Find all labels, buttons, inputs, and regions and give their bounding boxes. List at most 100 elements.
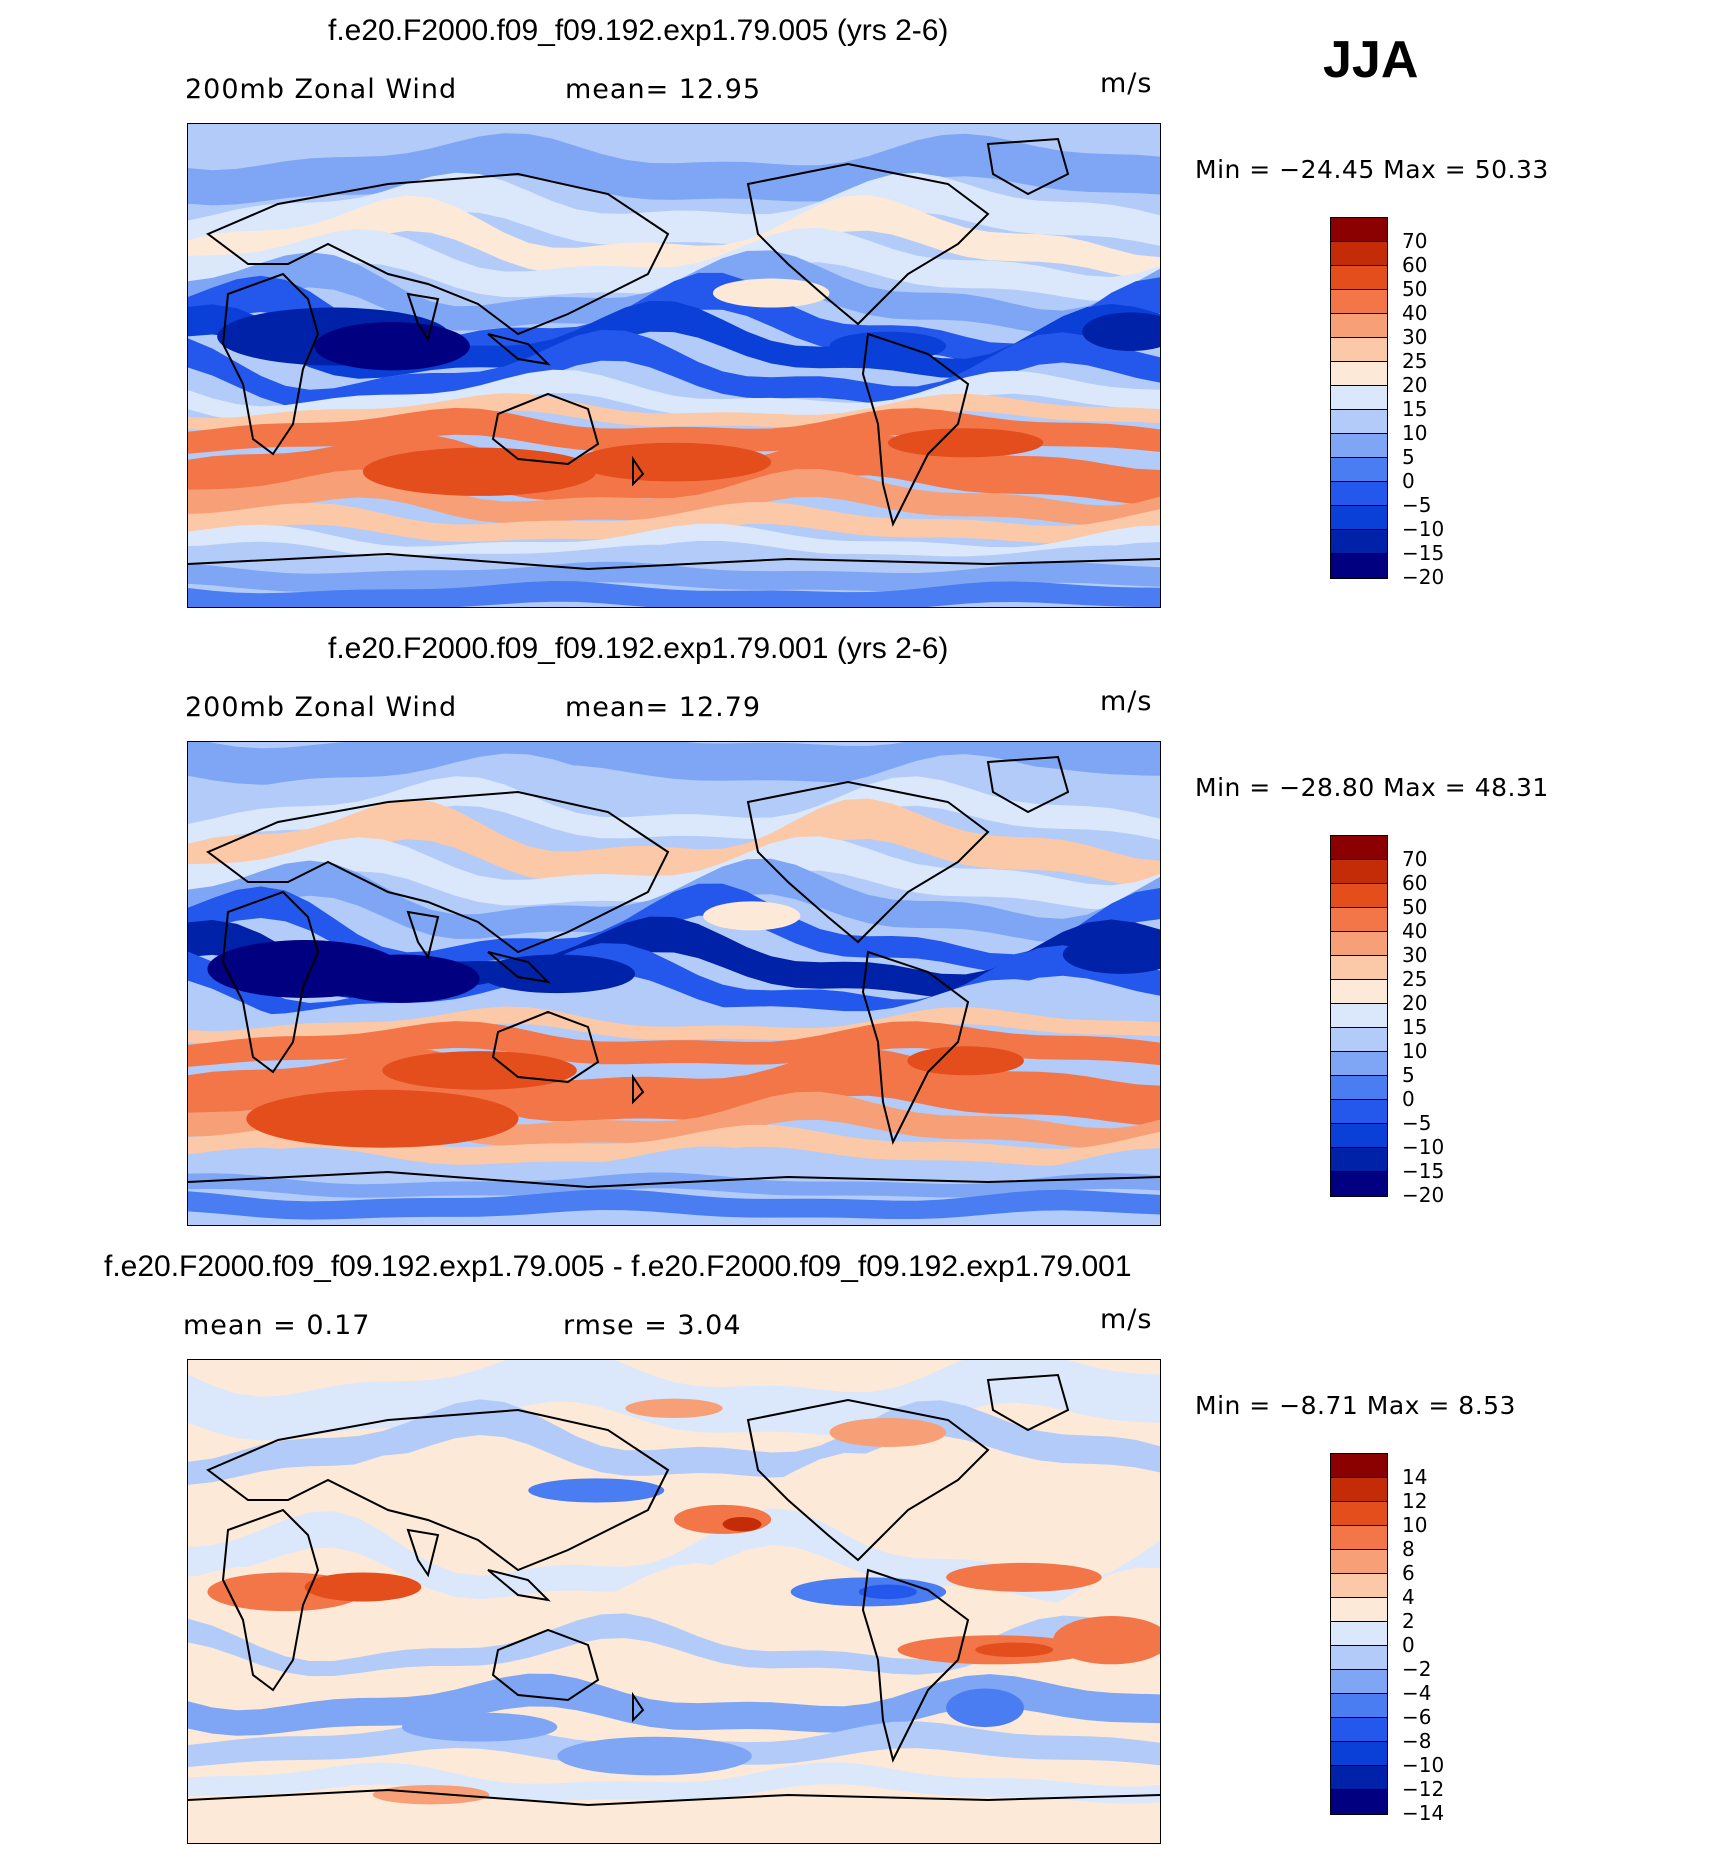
colorbar-swatch — [1331, 1028, 1387, 1052]
panel-2-minmax: Min = −28.80 Max = 48.31 — [1195, 773, 1549, 802]
panel-1-variable-label: 200mb Zonal Wind — [185, 74, 458, 105]
contour-band — [188, 1021, 1160, 1067]
panel-3-map — [187, 1359, 1161, 1844]
contour-band — [188, 883, 1160, 973]
contour-blob — [401, 1712, 558, 1742]
panel-1-title: f.e20.F2000.f09_f09.192.exp1.79.005 (yrs… — [328, 14, 949, 47]
contour-blob — [829, 1417, 947, 1447]
colorbar-tick-label: 25 — [1402, 349, 1428, 373]
contour-blob — [314, 322, 470, 371]
colorbar-swatch — [1331, 242, 1387, 266]
contour-band — [188, 1762, 1160, 1804]
colorbar-tick-label: −2 — [1402, 1657, 1432, 1681]
colorbar-tick-label: −8 — [1402, 1729, 1432, 1753]
colorbar-tick-label: 70 — [1402, 229, 1428, 253]
colorbar-tick-label: 5 — [1402, 445, 1415, 469]
contour-band — [188, 1172, 1160, 1198]
colorbar-swatch — [1331, 1574, 1387, 1598]
colorbar-tick-label: −15 — [1402, 541, 1445, 565]
contour-band — [188, 544, 1160, 570]
colorbar-tick-label: 0 — [1402, 1087, 1415, 1111]
colorbar-swatch — [1331, 218, 1387, 242]
colorbar-swatch — [1331, 932, 1387, 956]
contour-band — [188, 1508, 1160, 1604]
panel-2-colorbar — [1330, 835, 1388, 1197]
colorbar-tick-label: 40 — [1402, 301, 1428, 325]
contour-blob — [907, 1046, 1024, 1076]
colorbar-swatch — [1331, 434, 1387, 458]
colorbar-swatch — [1331, 1550, 1387, 1574]
colorbar-swatch — [1331, 1148, 1387, 1172]
contour-blob — [703, 901, 801, 931]
contour-band — [188, 329, 1160, 409]
panel-3-minmax: Min = −8.71 Max = 8.53 — [1195, 1391, 1516, 1420]
panel-2-variable-label: 200mb Zonal Wind — [185, 692, 458, 723]
contour-band — [188, 1562, 1160, 1647]
colorbar-swatch — [1331, 314, 1387, 338]
colorbar-swatch — [1331, 956, 1387, 980]
colorbar-swatch — [1331, 1622, 1387, 1646]
colorbar-swatch — [1331, 506, 1387, 530]
contour-blob — [858, 1584, 918, 1600]
contour-band — [188, 1006, 1160, 1044]
colorbar-swatch — [1331, 1694, 1387, 1718]
colorbar-tick-label: −20 — [1402, 1183, 1445, 1207]
contour-band — [188, 172, 1160, 250]
contour-blob — [722, 1516, 762, 1532]
panel-1-mean-label: mean= 12.95 — [565, 74, 762, 105]
colorbar-tick-label: 50 — [1402, 895, 1428, 919]
colorbar-tick-label: −10 — [1402, 1753, 1445, 1777]
colorbar-tick-label: −20 — [1402, 565, 1445, 589]
panel-3-units-label: m/s — [1100, 1304, 1153, 1335]
contour-band — [188, 1124, 1160, 1166]
contour-band — [188, 776, 1160, 844]
panel-2-units-label: m/s — [1100, 686, 1153, 717]
colorbar-swatch — [1331, 1598, 1387, 1622]
contour-band — [188, 1804, 1160, 1840]
panel-3-rmse-label: rmse = 3.04 — [563, 1310, 742, 1341]
colorbar-tick-label: 30 — [1402, 943, 1428, 967]
contour-blob — [372, 1785, 490, 1805]
colorbar-swatch — [1331, 1502, 1387, 1526]
contour-band — [188, 753, 1160, 821]
contour-blob — [528, 1478, 665, 1503]
colorbar-tick-label: −4 — [1402, 1681, 1432, 1705]
colorbar-swatch — [1331, 1526, 1387, 1550]
contour-map — [188, 1360, 1160, 1843]
colorbar-swatch — [1331, 980, 1387, 1004]
colorbar-swatch — [1331, 1766, 1387, 1790]
contour-map — [188, 742, 1160, 1225]
contour-band — [188, 1091, 1160, 1150]
colorbar-tick-label: 50 — [1402, 277, 1428, 301]
coastlines — [188, 755, 1160, 1189]
colorbar-tick-label: −10 — [1402, 517, 1445, 541]
contour-blob — [712, 278, 830, 308]
contour-band — [188, 469, 1160, 527]
colorbar-swatch — [1331, 1454, 1387, 1478]
colorbar-tick-label: 14 — [1402, 1465, 1428, 1489]
colorbar-tick-label: 40 — [1402, 919, 1428, 943]
colorbar-tick-label: −10 — [1402, 1135, 1445, 1159]
contour-blob — [625, 1398, 723, 1418]
contour-blob — [324, 954, 480, 1003]
contour-band — [188, 1189, 1160, 1220]
colorbar-swatch — [1331, 1052, 1387, 1076]
colorbar-tick-label: 10 — [1402, 1513, 1428, 1537]
colorbar-swatch — [1331, 290, 1387, 314]
contour-blob — [975, 1642, 1054, 1658]
colorbar-tick-label: −14 — [1402, 1801, 1445, 1825]
colorbar-tick-label: 30 — [1402, 325, 1428, 349]
contour-band — [188, 561, 1160, 592]
contour-blob — [479, 954, 636, 994]
contour-blob — [887, 428, 1044, 458]
contour-blob — [674, 1504, 772, 1534]
panel-2-title: f.e20.F2000.f09_f09.192.exp1.79.001 (yrs… — [328, 632, 949, 665]
colorbar-swatch — [1331, 1004, 1387, 1028]
colorbar-tick-label: 60 — [1402, 871, 1428, 895]
panel-2-mean-label: mean= 12.79 — [565, 692, 762, 723]
contour-band — [188, 523, 1160, 560]
colorbar-tick-label: 8 — [1402, 1537, 1415, 1561]
colorbar-swatch — [1331, 908, 1387, 932]
colorbar-tick-label: −6 — [1402, 1705, 1432, 1729]
contour-band — [188, 228, 1160, 302]
